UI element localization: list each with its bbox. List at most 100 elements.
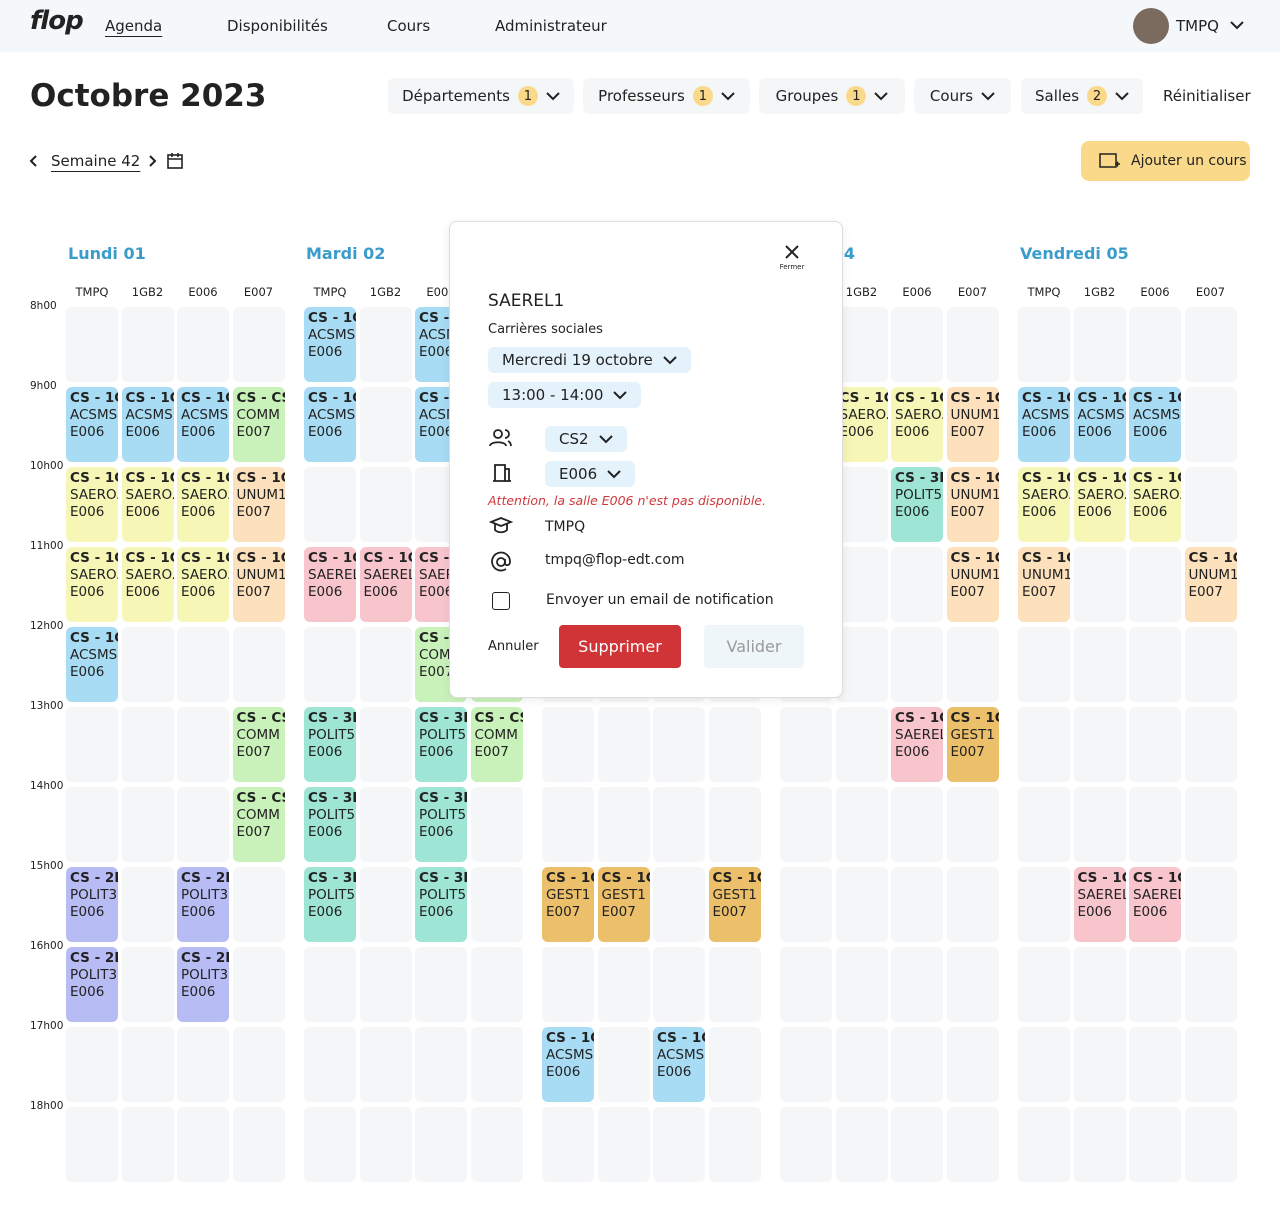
filter[interactable]: Professeurs 1	[583, 78, 750, 114]
course[interactable]: CS - 1GACSMSE006	[304, 307, 356, 382]
slot[interactable]	[835, 627, 888, 702]
slot[interactable]	[597, 787, 650, 862]
course[interactable]: CS - CSCOMME007	[232, 387, 285, 462]
slot[interactable]	[891, 627, 943, 702]
slot[interactable]	[232, 947, 285, 1022]
prev-week[interactable]	[28, 154, 40, 168]
slot[interactable]	[1073, 947, 1126, 1022]
slot[interactable]	[1073, 787, 1126, 862]
filter[interactable]: Salles 2	[1021, 78, 1143, 114]
slot[interactable]	[470, 867, 523, 942]
slot[interactable]	[1129, 947, 1181, 1022]
slot[interactable]	[835, 307, 888, 382]
slot[interactable]	[304, 467, 356, 542]
slot[interactable]	[1073, 1027, 1126, 1102]
slot[interactable]	[177, 1107, 229, 1182]
slot[interactable]	[177, 1027, 229, 1102]
course[interactable]: CS - 1GGEST1E007	[708, 867, 761, 942]
slot[interactable]	[891, 547, 943, 622]
course[interactable]: CS - 1GACSMSE006	[66, 627, 118, 702]
slot[interactable]	[780, 1107, 832, 1182]
slot[interactable]	[121, 947, 174, 1022]
close-label[interactable]: Fermer	[779, 263, 805, 271]
slot[interactable]	[542, 1107, 594, 1182]
slot[interactable]	[1018, 787, 1070, 862]
slot[interactable]	[597, 707, 650, 782]
slot[interactable]	[470, 1107, 523, 1182]
slot[interactable]	[835, 1027, 888, 1102]
slot[interactable]	[1129, 1107, 1181, 1182]
slot[interactable]	[835, 547, 888, 622]
slot[interactable]	[304, 1107, 356, 1182]
slot[interactable]	[66, 707, 118, 782]
slot[interactable]	[232, 1107, 285, 1182]
slot[interactable]	[835, 947, 888, 1022]
slot[interactable]	[1018, 1107, 1070, 1182]
slot[interactable]	[1018, 1027, 1070, 1102]
slot[interactable]	[1018, 307, 1070, 382]
nav-link[interactable]: Disponibilités	[227, 17, 328, 35]
slot[interactable]	[946, 307, 999, 382]
course[interactable]: CS - 3FPOLIT5E006	[415, 867, 467, 942]
slot[interactable]	[542, 707, 594, 782]
slot[interactable]	[415, 947, 467, 1022]
slot[interactable]	[359, 707, 412, 782]
slot[interactable]	[66, 787, 118, 862]
course[interactable]: CS - 1GACSMSE006	[1018, 387, 1070, 462]
add-course[interactable]: Ajouter un cours	[1081, 141, 1250, 181]
course[interactable]: CS - 1GGEST1E007	[946, 707, 999, 782]
slot[interactable]	[232, 307, 285, 382]
nav-link[interactable]: Administrateur	[495, 17, 607, 35]
course[interactable]: CS - 1GUNUM1E007	[946, 387, 999, 462]
course[interactable]: CS - 1GACSMSE006	[653, 1027, 705, 1102]
slot[interactable]	[780, 1027, 832, 1102]
slot[interactable]	[1184, 1107, 1237, 1182]
date-select[interactable]: Mercredi 19 octobre	[488, 347, 691, 373]
slot[interactable]	[1184, 307, 1237, 382]
course[interactable]: CS - 1GSAERO.E006	[177, 547, 229, 622]
course[interactable]: CS - 1GSAERELE006	[1129, 867, 1181, 942]
slot[interactable]	[1184, 387, 1237, 462]
filter[interactable]: Groupes 1	[759, 78, 905, 114]
slot[interactable]	[1184, 1027, 1237, 1102]
slot[interactable]	[542, 787, 594, 862]
slot[interactable]	[1073, 307, 1126, 382]
course[interactable]: CS - 1GUNUM1E007	[1018, 547, 1070, 622]
slot[interactable]	[121, 707, 174, 782]
course[interactable]: CS - 1GUNUM1E007	[232, 547, 285, 622]
course[interactable]: CS - 3FPOLIT5E006	[891, 467, 943, 542]
slot[interactable]	[232, 1027, 285, 1102]
slot[interactable]	[653, 787, 705, 862]
slot[interactable]	[708, 1027, 761, 1102]
next-week[interactable]	[146, 154, 158, 168]
filter[interactable]: Cours	[914, 78, 1011, 114]
slot[interactable]	[1073, 1107, 1126, 1182]
slot[interactable]	[359, 387, 412, 462]
slot[interactable]	[653, 947, 705, 1022]
validate-button[interactable]: Valider	[704, 625, 804, 668]
slot[interactable]	[470, 1027, 523, 1102]
week-label[interactable]: Semaine 42	[51, 152, 141, 170]
slot[interactable]	[891, 947, 943, 1022]
course[interactable]: CS - 2FPOLIT3E006	[66, 867, 118, 942]
slot[interactable]	[946, 1107, 999, 1182]
slot[interactable]	[708, 787, 761, 862]
slot[interactable]	[304, 947, 356, 1022]
slot[interactable]	[359, 467, 412, 542]
course[interactable]: CS - 1GSAERELE006	[1073, 867, 1126, 942]
course[interactable]: CS - 2FPOLIT3E006	[66, 947, 118, 1022]
slot[interactable]	[891, 1107, 943, 1182]
course[interactable]: CS - 1GGEST1E007	[597, 867, 650, 942]
slot[interactable]	[121, 307, 174, 382]
course[interactable]: CS - 1GACSMSE006	[177, 387, 229, 462]
course[interactable]: CS - 1GSAERO.E006	[66, 547, 118, 622]
slot[interactable]	[835, 787, 888, 862]
notify-label[interactable]: Envoyer un email de notification	[546, 592, 774, 608]
slot[interactable]	[121, 627, 174, 702]
slot[interactable]	[177, 627, 229, 702]
slot[interactable]	[653, 1107, 705, 1182]
course[interactable]: CS - 1GSAERO.E006	[835, 387, 888, 462]
filter[interactable]: Départements 1	[388, 78, 574, 114]
slot[interactable]	[1018, 627, 1070, 702]
slot[interactable]	[359, 947, 412, 1022]
